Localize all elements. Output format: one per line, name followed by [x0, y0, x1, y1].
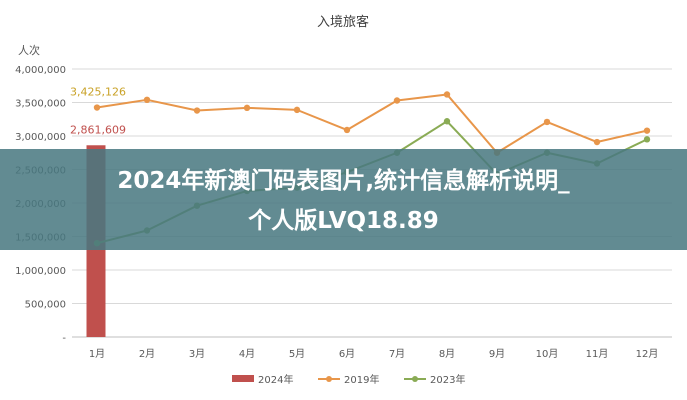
y-tick-label: 500,000 — [25, 300, 66, 311]
data-label: 2,861,609 — [70, 123, 126, 136]
data-point — [293, 106, 301, 114]
y-tick-label: 3,500,000 — [15, 99, 66, 110]
x-tick-labels: 1月 2月 3月 4月 5月 6月 7月 8月 9月 10月 11月 12月 — [89, 348, 659, 360]
data-point — [643, 136, 651, 143]
y-tick-label: - — [62, 333, 66, 344]
data-point — [243, 104, 251, 112]
x-tick-label: 12月 — [636, 348, 659, 360]
data-label: 3,425,126 — [70, 86, 126, 99]
data-point — [443, 91, 451, 98]
data-point — [93, 104, 101, 111]
x-tick-label: 5月 — [289, 348, 305, 360]
x-tick-label: 7月 — [389, 348, 405, 360]
data-point — [393, 97, 401, 104]
x-tick-label: 2月 — [139, 348, 155, 360]
y-tick-label: 4,000,000 — [15, 65, 66, 76]
data-point — [143, 96, 151, 104]
legend-marker — [412, 376, 418, 382]
legend-swatch — [232, 375, 254, 382]
series-line — [96, 93, 648, 154]
watermark-banner — [0, 149, 687, 250]
legend-label: 2023年 — [430, 373, 465, 386]
banner-title-line1: 2024年新澳门码表图片,统计信息解析说明_ — [117, 168, 570, 194]
x-tick-label: 11月 — [586, 348, 609, 360]
x-tick-label: 10月 — [536, 348, 559, 360]
y-tick-label: 3,000,000 — [15, 132, 66, 143]
chart-title: 入境旅客 — [317, 14, 369, 30]
banner-title-line2: 个人版LVQ18.89 — [248, 208, 439, 234]
x-tick-label: 9月 — [489, 348, 505, 360]
x-tick-label: 6月 — [339, 348, 355, 360]
data-labels: 3,425,126 2,861,609 — [70, 86, 126, 137]
data-point — [643, 127, 651, 134]
legend-marker — [326, 376, 332, 382]
y-axis-label: 人次 — [18, 43, 40, 57]
data-point — [193, 107, 201, 114]
legend: 2024年 2019年 2023年 — [232, 373, 465, 386]
x-tick-label: 8月 — [439, 348, 455, 360]
data-point — [543, 118, 551, 126]
data-point — [593, 138, 601, 146]
x-tick-label: 4月 — [239, 348, 255, 360]
legend-label: 2024年 — [258, 373, 293, 386]
x-tick-label: 1月 — [89, 348, 105, 360]
x-tick-label: 3月 — [189, 348, 205, 360]
data-point — [343, 126, 351, 134]
data-point — [443, 118, 451, 125]
y-tick-label: 1,000,000 — [15, 266, 66, 277]
legend-label: 2019年 — [344, 373, 379, 386]
